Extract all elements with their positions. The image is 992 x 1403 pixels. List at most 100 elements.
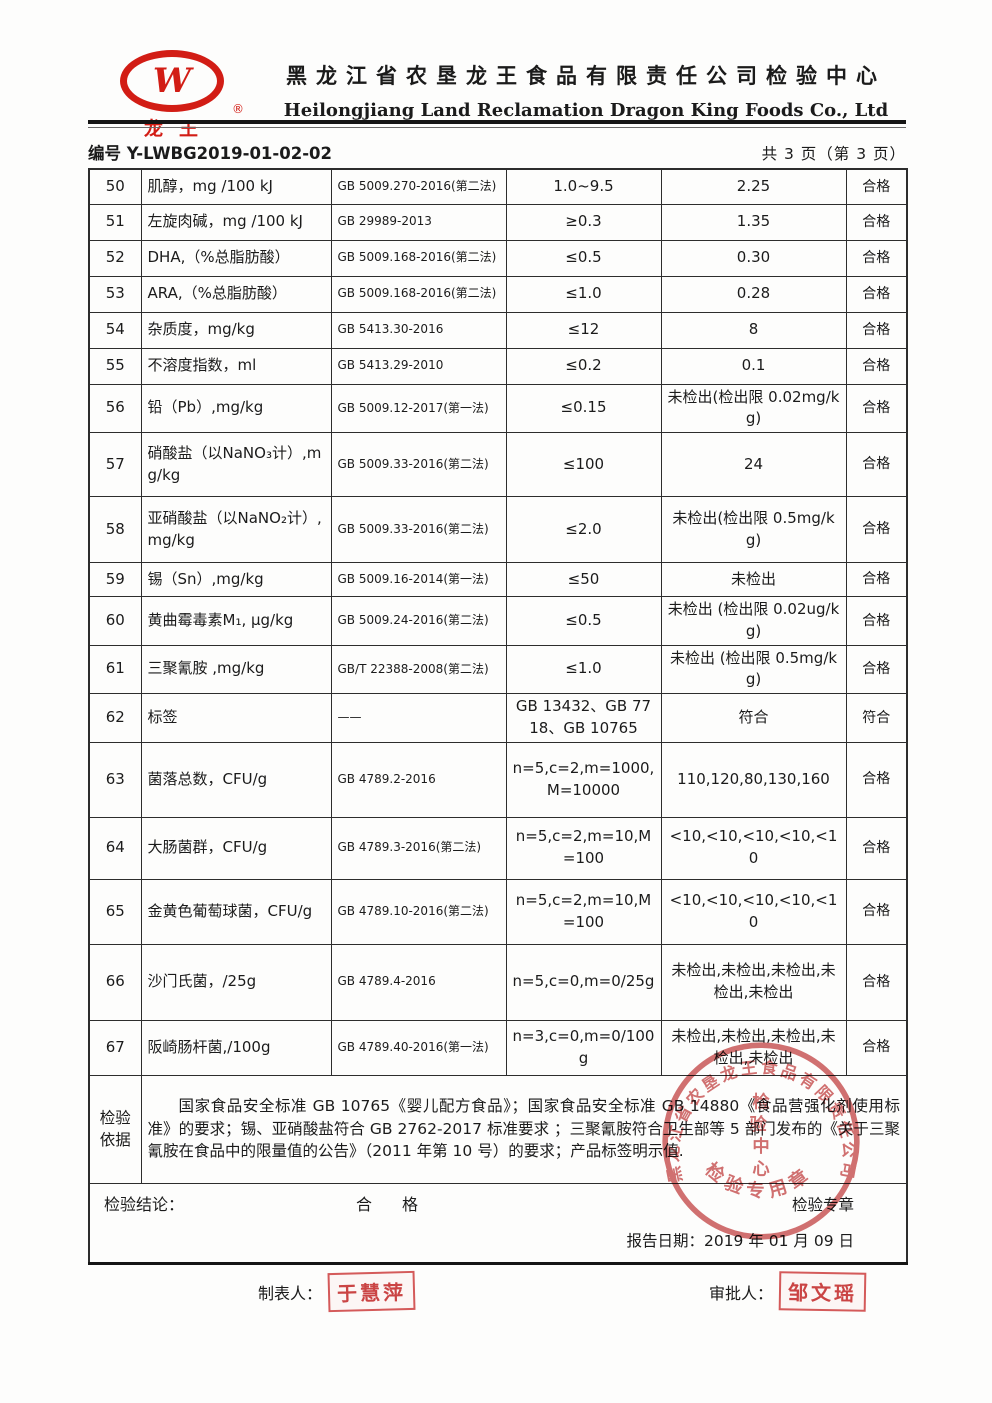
cell-result: 24 [660,432,847,497]
cell-seq-no: 65 [88,878,142,945]
cell-limit: ≤2.0 [505,496,662,563]
table-row: 51 左旋肉碱，mg /100 kJ GB 29989-2013 ≥0.3 1.… [88,203,908,241]
cell-method: GB 5413.29-2010 [330,347,507,385]
table-row: 67 阪崎肠杆菌,/100g GB 4789.40-2016(第一法) n=3,… [88,1019,908,1076]
cell-method: GB 4789.2-2016 [330,741,507,818]
cell-method: —— [330,693,507,743]
report-date: 报告日期：2019 年 01 月 09 日 [626,1232,854,1250]
cell-item: ARA,（%总脂肪酸） [140,275,332,313]
table-row: 63 菌落总数，CFU/g GB 4789.2-2016 n=5,c=2,m=1… [88,741,908,818]
cell-seq-no: 61 [88,644,142,694]
cell-method: GB 5009.16-2014(第一法) [330,562,507,597]
cell-result: 1.35 [660,203,847,241]
table-footer-body: 检验依据 国家食品安全标准 GB 10765《婴儿配方食品》；国家食品安全标准 … [88,1074,908,1264]
cell-conclusion: 合格 [845,347,908,385]
table-row: 50 肌醇，mg /100 kJ GB 5009.270-2016(第二法) 1… [88,168,908,205]
cell-seq-no: 64 [88,816,142,880]
cell-method: GB/T 22388-2008(第二法) [330,644,507,694]
cell-conclusion: 合格 [845,432,908,497]
table-row: 59 锡（Sn）,mg/kg GB 5009.16-2014(第一法) ≤50 … [88,562,908,597]
table-row: 55 不溶度指数，ml GB 5413.29-2010 ≤0.2 0.1 合格 [88,347,908,385]
cell-limit: n=5,c=2,m=10,M=100 [505,816,662,880]
table-row: 64 大肠菌群，CFU/g GB 4789.3-2016(第二法) n=5,c=… [88,816,908,880]
cell-seq-no: 51 [88,203,142,241]
cell-method: GB 5009.270-2016(第二法) [330,168,507,205]
cell-method: GB 4789.3-2016(第二法) [330,816,507,880]
page-count: 共 3 页（第 3 页） [761,145,906,163]
cell-result: 未检出 (检出限 0.02ug/kg) [660,596,847,646]
table-row: 62 标签 —— GB 13432、GB 7718、GB 10765 符合 符合 [88,693,908,743]
cell-method: GB 5009.12-2017(第一法) [330,383,507,433]
cell-seq-no: 57 [88,432,142,497]
cell-method: GB 5009.168-2016(第二法) [330,275,507,313]
conclusion-label: 检验结论： [104,1194,185,1214]
cell-seq-no: 50 [88,168,142,205]
cell-method: GB 4789.10-2016(第二法) [330,878,507,945]
inspection-table: 50 肌醇，mg /100 kJ GB 5009.270-2016(第二法) 1… [88,168,908,1265]
cell-result: 8 [660,311,847,349]
cell-item: DHA,（%总脂肪酸） [140,239,332,277]
cell-item: 大肠菌群，CFU/g [140,816,332,880]
table-row: 58 亚硝酸盐（以NaNO₂计）,mg/kg GB 5009.33-2016(第… [88,496,908,563]
cell-limit: ≤50 [505,562,662,597]
cell-method: GB 4789.4-2016 [330,943,507,1021]
cell-conclusion: 合格 [845,943,908,1021]
cell-item: 不溶度指数，ml [140,347,332,385]
cell-limit: n=5,c=2,m=1000,M=10000 [505,741,662,818]
cell-item: 硝酸盐（以NaNO₃计）,mg/kg [140,432,332,497]
cell-seq-no: 60 [88,596,142,646]
cell-seq-no: 54 [88,311,142,349]
cell-item: 亚硝酸盐（以NaNO₂计）,mg/kg [140,496,332,563]
cell-result: 0.28 [660,275,847,313]
cell-limit: GB 13432、GB 7718、GB 10765 [505,693,662,743]
preparer-label: 制表人： [258,1283,323,1303]
cell-limit: ≤1.0 [505,275,662,313]
conclusion-value: 合格 [356,1194,449,1214]
cell-result: <10,<10,<10,<10,<10 [660,816,847,880]
cell-result: 未检出 (检出限 0.5mg/kg) [660,644,847,694]
cell-conclusion: 符合 [845,693,908,743]
cell-method: GB 29989-2013 [330,203,507,241]
cell-result: <10,<10,<10,<10,<10 [660,878,847,945]
cell-conclusion: 合格 [845,816,908,880]
company-name-cn: 黑龙江省农垦龙王食品有限责任公司检验中心 [286,64,886,88]
table-row: 52 DHA,（%总脂肪酸） GB 5009.168-2016(第二法) ≤0.… [88,239,908,277]
cell-seq-no: 67 [88,1019,142,1076]
cell-conclusion: 合格 [845,878,908,945]
cell-item: 阪崎肠杆菌,/100g [140,1019,332,1076]
conclusion-line: 检验结论： 合格 检验专章 [96,1193,900,1216]
registered-mark: ® [232,102,244,116]
cell-seq-no: 52 [88,239,142,277]
cell-conclusion: 合格 [845,275,908,313]
table-row: 53 ARA,（%总脂肪酸） GB 5009.168-2016(第二法) ≤1.… [88,275,908,313]
cell-result: 未检出(检出限 0.5mg/kg) [660,496,847,563]
table-row: 60 黄曲霉毒素M₁, μg/kg GB 5009.24-2016(第二法) ≤… [88,596,908,646]
cell-seq-no: 58 [88,496,142,563]
basis-label: 检验依据 [88,1074,142,1184]
basis-text: 国家食品安全标准 GB 10765《婴儿配方食品》；国家食品安全标准 GB 14… [140,1074,908,1184]
table-row: 54 杂质度，mg/kg GB 5413.30-2016 ≤12 8 合格 [88,311,908,349]
seal-caption: 检验专章 [791,1195,854,1214]
cell-result: 110,120,80,130,160 [660,741,847,818]
cell-seq-no: 55 [88,347,142,385]
cell-result: 符合 [660,693,847,743]
cell-limit: ≤100 [505,432,662,497]
conclusion-row: 检验结论： 合格 检验专章 报告日期：2019 年 01 月 09 日 [88,1182,908,1264]
cell-conclusion: 合格 [845,168,908,205]
cell-limit: 1.0~9.5 [505,168,662,205]
conclusion-cell: 检验结论： 合格 检验专章 报告日期：2019 年 01 月 09 日 [88,1182,908,1264]
header-rule-thin [88,127,906,128]
table-row: 57 硝酸盐（以NaNO₃计）,mg/kg GB 5009.33-2016(第二… [88,432,908,497]
cell-method: GB 4789.40-2016(第一法) [330,1019,507,1076]
cell-limit: ≥0.3 [505,203,662,241]
company-name-en: Heilongjiang Land Reclamation Dragon Kin… [283,100,889,121]
cell-limit: ≤0.15 [505,383,662,433]
cell-item: 锡（Sn）,mg/kg [140,562,332,597]
approver-stamp: 邹文瑶 [778,1271,867,1312]
cell-conclusion: 合格 [845,383,908,433]
header-rule-thick [88,120,906,124]
cell-seq-no: 53 [88,275,142,313]
cell-result: 未检出,未检出,未检出,未检出,未检出 [660,1019,847,1076]
cell-seq-no: 62 [88,693,142,743]
